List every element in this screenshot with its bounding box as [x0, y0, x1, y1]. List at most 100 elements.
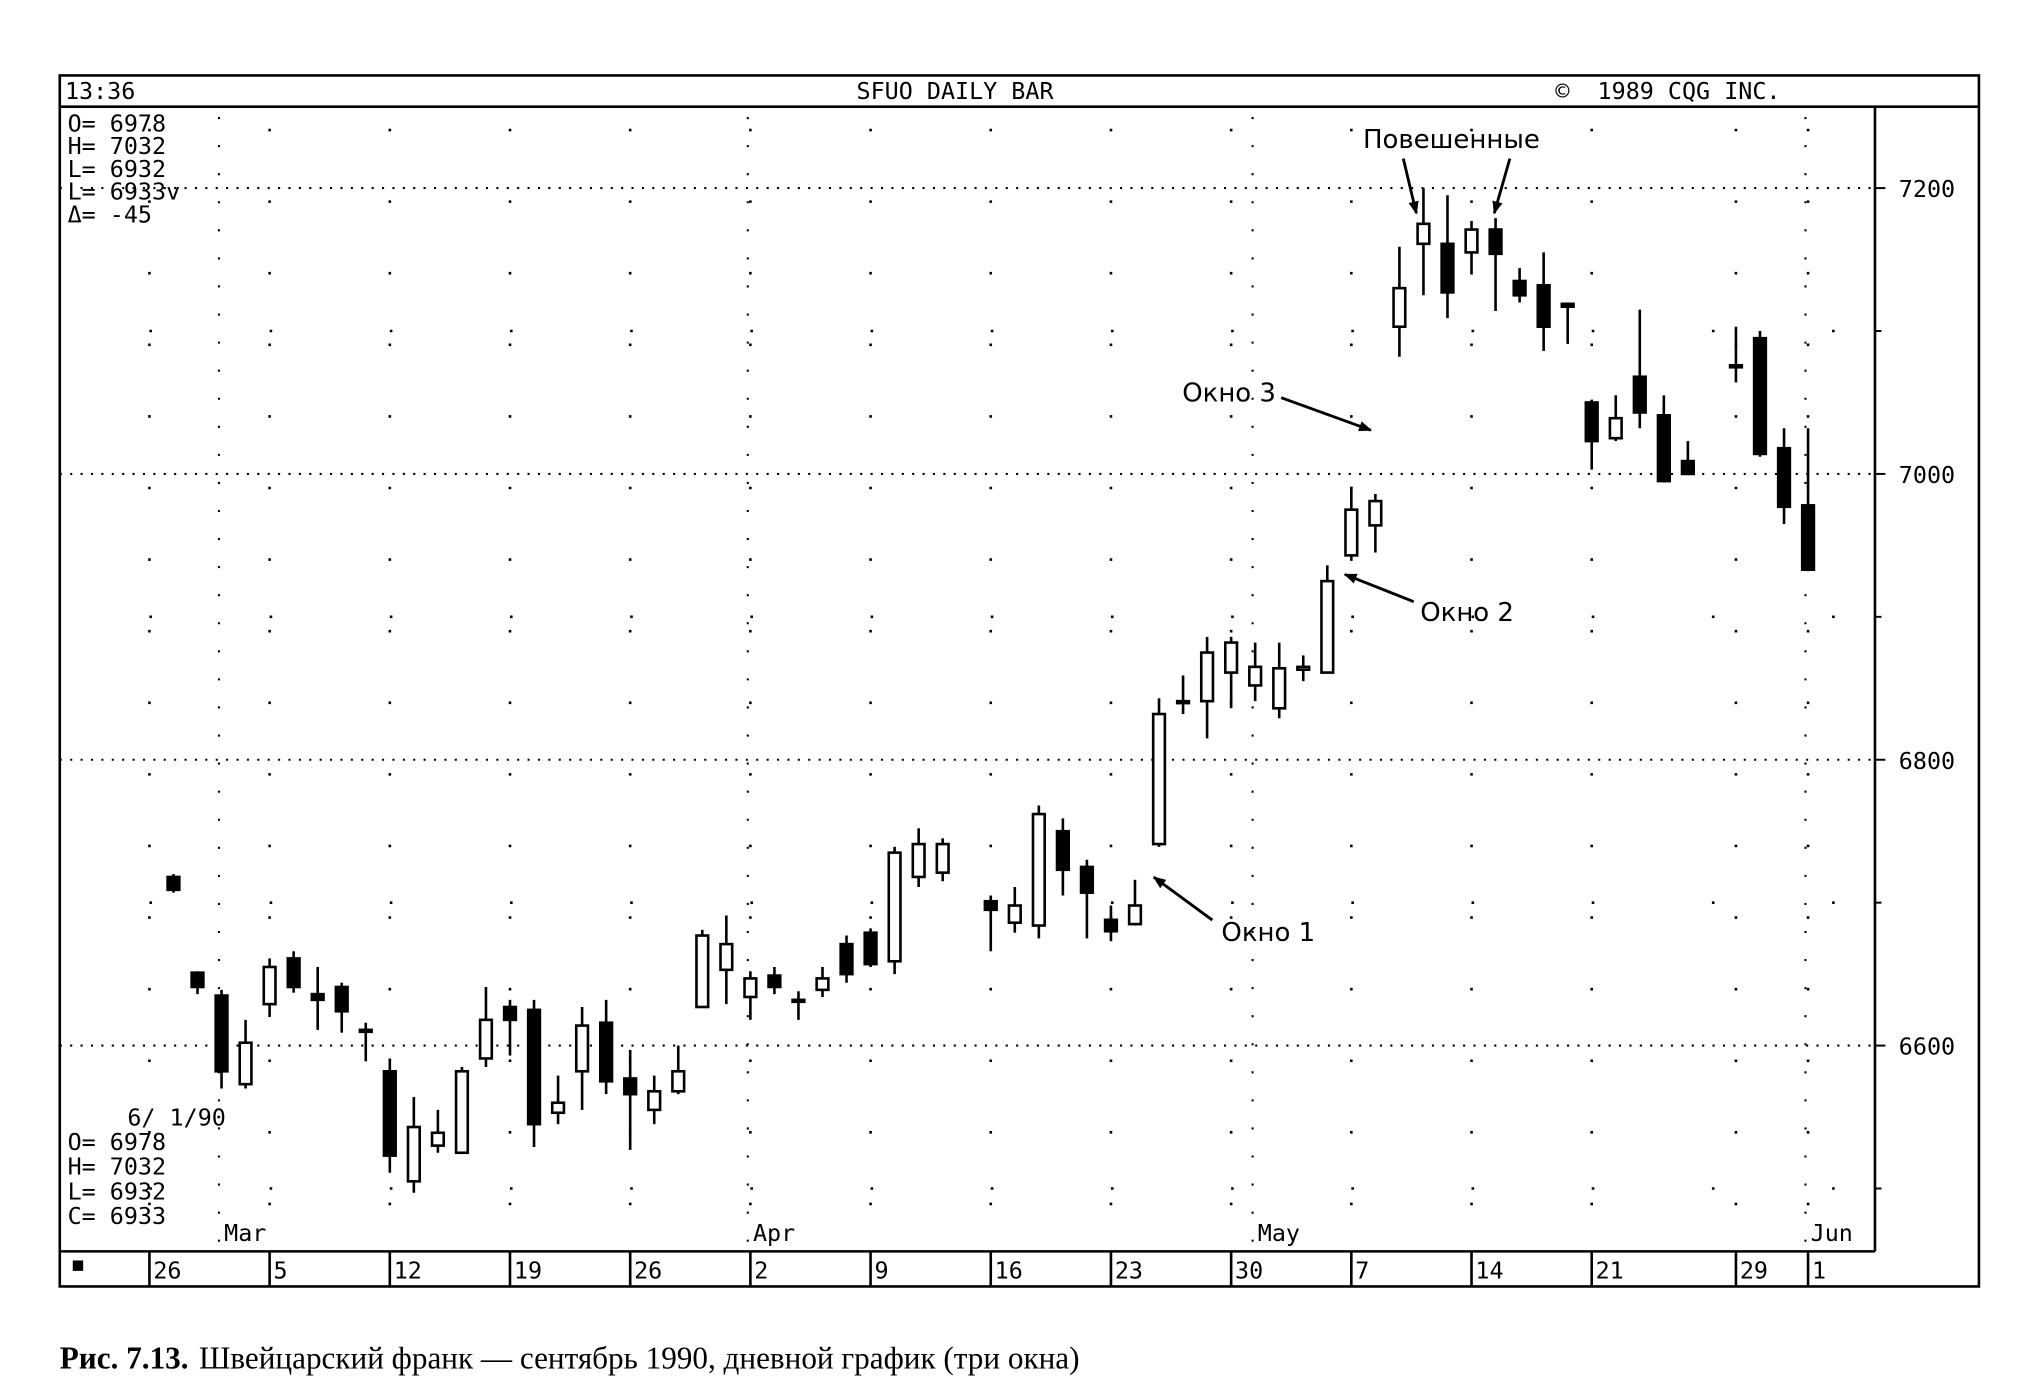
candle-body — [791, 998, 806, 1004]
info-top: Δ= -45 — [68, 200, 152, 228]
candle — [310, 966, 325, 1030]
candle-body — [1007, 904, 1022, 924]
candle — [550, 1075, 566, 1125]
candle — [767, 966, 782, 995]
candle — [1151, 698, 1167, 847]
info-top: O= 6978 — [68, 109, 167, 137]
arrow — [1280, 396, 1373, 432]
candle — [1536, 252, 1551, 352]
x-tick-label: 7 — [1355, 1257, 1369, 1285]
candle-body — [647, 1090, 662, 1112]
candle — [887, 846, 902, 975]
month-label: Mar — [224, 1219, 266, 1247]
candle-body — [1536, 283, 1551, 329]
arrow — [1152, 876, 1214, 922]
candle-body — [671, 1070, 686, 1093]
annotation: Окно 2 — [1420, 598, 1514, 628]
month-label: May — [1258, 1219, 1300, 1247]
candle-body — [262, 965, 277, 1006]
candle — [791, 991, 806, 1020]
candle-body — [430, 1131, 446, 1147]
candle-body — [815, 977, 830, 992]
candle — [358, 1022, 373, 1062]
candle-body — [1151, 712, 1167, 846]
candle — [478, 986, 494, 1068]
candle-body — [502, 1005, 518, 1022]
candle-body — [839, 942, 854, 976]
candle — [1776, 428, 1792, 524]
candle — [1512, 268, 1527, 303]
candle-body — [334, 985, 349, 1013]
candle-body — [599, 1021, 614, 1083]
x-tick-label: 5 — [274, 1257, 288, 1285]
month-label: Jun — [1811, 1219, 1853, 1247]
candle — [238, 1019, 253, 1089]
candle-body — [1320, 579, 1335, 674]
candle — [526, 999, 542, 1148]
candle — [743, 971, 758, 1020]
candle — [1055, 818, 1071, 896]
info-bottom: C= 6933 — [68, 1202, 167, 1230]
candle-body — [623, 1077, 638, 1096]
candle-body — [1752, 336, 1768, 456]
candle-body — [911, 842, 926, 879]
candle — [382, 1058, 397, 1173]
candle — [214, 989, 229, 1089]
candle-body — [1368, 499, 1383, 527]
month-label: Apr — [753, 1219, 795, 1247]
candle-body — [1392, 286, 1407, 329]
candle — [815, 966, 830, 997]
y-tick-label: 7000 — [1899, 461, 1955, 489]
annotation: Повешенные — [1363, 125, 1540, 155]
candle-body — [1800, 504, 1816, 571]
candle — [1560, 302, 1575, 344]
candle-body — [406, 1125, 421, 1183]
candle — [1464, 220, 1479, 273]
info-top: L= 6932 — [68, 155, 167, 183]
candle — [1344, 486, 1359, 559]
candle — [454, 1067, 470, 1155]
x-tick-label: 26 — [153, 1257, 181, 1285]
candle-body — [935, 842, 950, 874]
candle-body — [238, 1041, 253, 1086]
candle-body — [1223, 641, 1239, 674]
candle-body — [1608, 416, 1623, 440]
candle-body — [767, 974, 782, 989]
candle-body — [190, 971, 205, 989]
caption-text: Швейцарский франк — сентябрь 1990, дневн… — [199, 1340, 1080, 1375]
x-tick-label: 12 — [394, 1257, 422, 1285]
y-tick-label: 7200 — [1899, 175, 1955, 203]
candle — [1320, 565, 1335, 674]
candle-body — [1464, 228, 1479, 254]
time: 13:36 — [65, 77, 135, 105]
candle-body — [574, 1024, 590, 1073]
grid — [59, 117, 1875, 1252]
candle — [1728, 326, 1744, 383]
candle-body — [1296, 665, 1311, 672]
candle-body — [1728, 364, 1744, 369]
candle-body — [1079, 865, 1095, 894]
candle-body — [887, 851, 902, 963]
candle-body — [743, 977, 758, 999]
candle-body — [310, 992, 325, 1002]
outer-frame — [58, 74, 1981, 1288]
copyright: © 1989 CQG INC. — [1555, 77, 1780, 105]
candle — [623, 1049, 638, 1150]
info-bottom: O= 6978 — [68, 1128, 167, 1156]
candle — [719, 915, 734, 1005]
candle — [166, 874, 181, 893]
x-tick-label: 16 — [995, 1257, 1023, 1285]
candle — [1079, 859, 1095, 939]
candle-body — [454, 1070, 470, 1155]
arrow — [1343, 573, 1415, 604]
candle — [1199, 636, 1215, 739]
candle-body — [1344, 508, 1359, 557]
x-tick-label: 19 — [514, 1257, 542, 1285]
x-tick-label: 14 — [1475, 1257, 1503, 1285]
candle — [647, 1075, 662, 1125]
candle — [190, 971, 205, 995]
candle — [1175, 675, 1191, 715]
candle — [1680, 441, 1696, 476]
candle — [1440, 195, 1455, 319]
candle — [983, 895, 998, 952]
